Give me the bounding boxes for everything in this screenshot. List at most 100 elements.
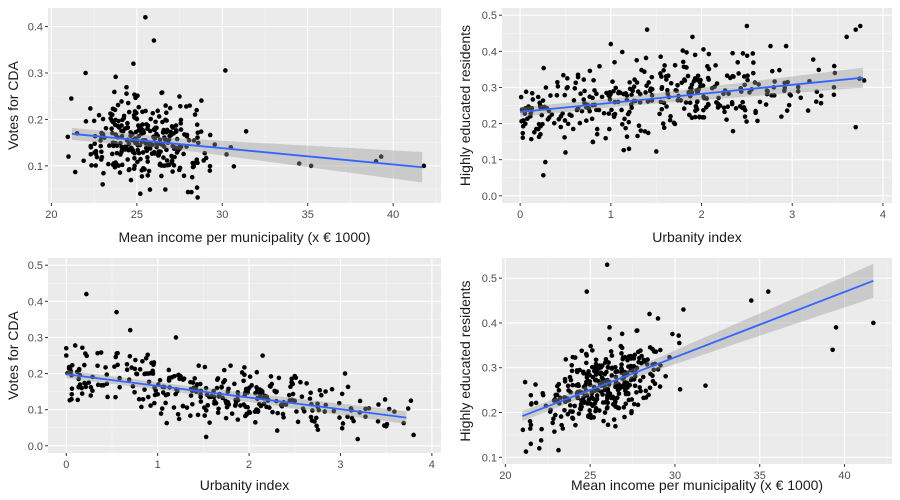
data-point <box>164 147 169 153</box>
data-point <box>69 386 75 391</box>
data-point <box>715 101 721 107</box>
data-point <box>582 100 587 106</box>
data-point <box>733 106 739 111</box>
data-point <box>636 359 641 365</box>
data-point <box>772 79 777 84</box>
data-point <box>188 393 194 398</box>
data-point <box>616 382 621 387</box>
data-point <box>591 368 597 374</box>
data-point <box>329 386 335 392</box>
data-point <box>742 114 748 119</box>
data-point <box>650 373 655 378</box>
data-point <box>629 368 635 373</box>
data-point <box>871 320 876 326</box>
data-point <box>575 395 580 401</box>
data-point <box>355 436 361 442</box>
data-point <box>561 72 566 78</box>
data-point <box>115 362 120 368</box>
x-tick-label: 3 <box>337 459 343 471</box>
data-point <box>576 411 582 416</box>
data-point <box>563 150 568 155</box>
data-point <box>726 91 731 96</box>
data-point <box>755 118 760 124</box>
data-point <box>166 162 172 168</box>
data-point <box>112 89 117 95</box>
data-point <box>159 173 164 179</box>
data-point <box>586 106 592 111</box>
x-tick-label: 4 <box>880 209 886 221</box>
data-point <box>558 414 564 419</box>
data-point <box>740 99 745 105</box>
data-point <box>590 348 595 353</box>
data-point <box>167 105 173 111</box>
data-point <box>779 114 784 119</box>
data-point <box>103 365 108 370</box>
data-point <box>647 88 653 94</box>
data-point <box>632 383 638 389</box>
data-point <box>643 90 648 95</box>
x-tick-label: 3 <box>789 209 795 221</box>
data-point <box>579 108 585 114</box>
data-point <box>568 377 574 383</box>
data-point <box>88 393 94 398</box>
data-point <box>165 391 171 397</box>
data-point <box>164 118 169 123</box>
data-point <box>88 384 94 390</box>
data-point <box>124 367 130 373</box>
data-point <box>565 383 571 389</box>
data-point <box>537 446 542 451</box>
data-point <box>665 73 671 79</box>
y-tick-label: 0.1 <box>482 452 497 464</box>
data-point <box>142 371 147 377</box>
data-point <box>688 85 693 91</box>
data-point <box>591 77 596 83</box>
data-point <box>308 414 314 420</box>
data-point <box>558 124 564 130</box>
data-point <box>150 371 156 376</box>
data-point <box>307 396 313 402</box>
data-point <box>126 147 131 153</box>
data-point <box>115 350 120 356</box>
data-point <box>798 95 804 101</box>
x-tick-label: 1 <box>608 209 614 221</box>
data-point <box>178 103 183 109</box>
data-point <box>244 411 250 417</box>
data-point <box>612 59 617 65</box>
data-point <box>539 112 545 118</box>
data-point <box>657 111 662 117</box>
data-point <box>366 406 372 411</box>
data-point <box>136 133 142 139</box>
data-point <box>212 142 218 147</box>
data-point <box>581 97 586 102</box>
data-point <box>637 100 643 105</box>
data-point <box>672 121 678 127</box>
data-point <box>155 153 161 158</box>
confidence-band <box>520 67 863 117</box>
data-point <box>376 402 381 407</box>
data-point <box>548 407 553 413</box>
data-point <box>160 142 166 148</box>
data-point <box>139 404 144 410</box>
data-point <box>140 122 145 127</box>
data-point <box>339 391 345 397</box>
data-point <box>122 144 128 150</box>
data-point <box>741 105 747 110</box>
data-point <box>606 360 611 365</box>
x-tick-label: 4 <box>429 459 435 471</box>
data-point <box>145 352 151 358</box>
data-point <box>769 68 775 74</box>
data-point <box>578 402 584 407</box>
x-tick-label: 35 <box>754 470 766 482</box>
data-point <box>528 426 533 431</box>
data-point <box>276 375 282 381</box>
data-point <box>756 82 761 87</box>
data-point <box>159 406 165 411</box>
data-point <box>622 354 628 360</box>
data-point <box>619 351 624 356</box>
data-point <box>118 140 123 146</box>
data-point <box>623 91 629 96</box>
data-point <box>608 41 614 47</box>
data-point <box>137 191 143 197</box>
data-point <box>304 381 309 386</box>
data-point <box>83 70 88 76</box>
